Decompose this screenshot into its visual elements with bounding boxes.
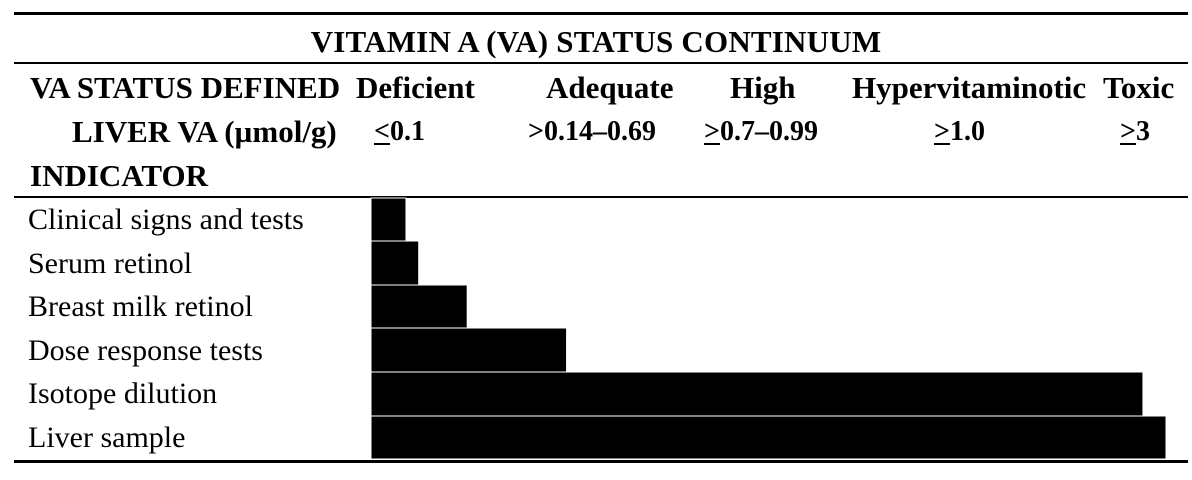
threshold-high: >0.7–0.99	[704, 118, 818, 146]
status-adequate: Adequate	[546, 70, 674, 105]
threshold-adequate: >0.14–0.69	[528, 118, 656, 146]
bottom-rule	[14, 460, 1188, 463]
threshold-toxic-prefix: >	[1120, 116, 1136, 147]
threshold-high-value: 0.7–0.99	[719, 116, 818, 147]
bar-dose-response-tests	[370, 327, 568, 373]
bar-serum-retinol	[370, 240, 420, 286]
threshold-deficient-prefix: <	[374, 116, 390, 147]
status-deficient: Deficient	[356, 70, 475, 105]
threshold-hypervitaminotic-prefix: >	[934, 116, 950, 147]
status-high: High	[730, 70, 796, 105]
chart-title: VITAMIN A (VA) STATUS CONTINUUM	[310, 24, 882, 59]
title-rule	[14, 62, 1188, 64]
indicator-breast-milk-retinol: Breast milk retinol	[28, 290, 253, 323]
threshold-deficient-value: 0.1	[389, 116, 425, 147]
status-label: VA STATUS DEFINED	[30, 70, 341, 105]
threshold-label: LIVER VA (µmol/g)	[72, 114, 337, 149]
indicator-clinical-signs: Clinical signs and tests	[28, 203, 304, 236]
header-rule	[14, 196, 1188, 198]
threshold-hypervitaminotic-value: 1.0	[949, 116, 985, 147]
top-rule	[14, 12, 1188, 15]
indicator-label: INDICATOR	[30, 158, 208, 193]
bar-clinical-signs-and-tests	[370, 197, 407, 242]
status-toxic: Toxic	[1103, 70, 1175, 105]
indicator-liver-sample: Liver sample	[28, 421, 186, 454]
indicator-dose-response: Dose response tests	[28, 334, 263, 367]
bar-liver-sample	[370, 415, 1167, 460]
threshold-deficient: <0.1	[374, 118, 425, 146]
bar-isotope-dilution	[370, 371, 1144, 417]
threshold-adequate-value: >0.14–0.69	[528, 116, 656, 147]
threshold-high-prefix: >	[704, 116, 720, 147]
threshold-hypervitaminotic: >1.0	[934, 118, 985, 146]
threshold-toxic-value: 3	[1135, 116, 1150, 147]
indicator-isotope-dilution: Isotope dilution	[28, 377, 218, 410]
status-hypervitaminotic: Hypervitaminotic	[852, 70, 1087, 105]
threshold-toxic: >3	[1120, 118, 1150, 146]
bar-breast-milk-retinol	[370, 284, 468, 329]
indicator-serum-retinol: Serum retinol	[28, 247, 193, 280]
